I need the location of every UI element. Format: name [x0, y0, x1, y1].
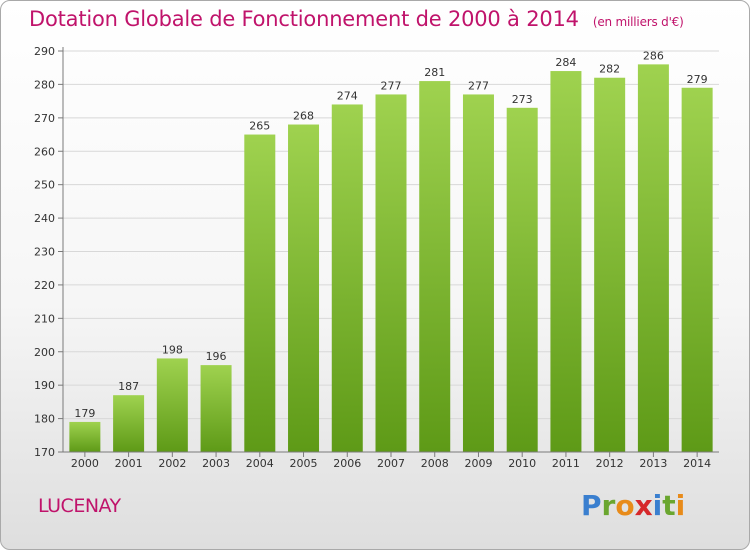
proxiti-logo: Proxiti	[581, 489, 685, 522]
x-tick-label: 2012	[596, 457, 624, 470]
y-tick-label: 230	[34, 246, 55, 259]
bar	[419, 81, 451, 452]
data-label: 277	[468, 79, 489, 92]
data-label: 179	[74, 407, 95, 420]
y-tick-label: 290	[34, 45, 55, 58]
bar	[331, 104, 363, 452]
x-tick-label: 2005	[290, 457, 318, 470]
y-tick-label: 190	[34, 379, 55, 392]
y-tick-label: 280	[34, 78, 55, 91]
x-tick-label: 2004	[246, 457, 274, 470]
x-tick-label: 2007	[377, 457, 405, 470]
bar	[113, 395, 145, 452]
data-label: 196	[206, 350, 227, 363]
data-label: 274	[337, 89, 358, 102]
bar	[681, 87, 713, 452]
bar	[200, 365, 232, 452]
x-tick-label: 2014	[683, 457, 711, 470]
bar	[462, 94, 494, 453]
data-label: 198	[162, 343, 183, 356]
data-label: 279	[687, 73, 708, 86]
y-tick-label: 240	[34, 212, 55, 225]
logo-letter: r	[601, 489, 616, 522]
chart-title-unit: (en milliers d'€)	[592, 15, 684, 29]
bar	[288, 124, 320, 453]
logo-letter: P	[581, 489, 602, 522]
logo-letter: i	[675, 489, 686, 522]
data-label: 187	[118, 380, 139, 393]
x-tick-label: 2006	[333, 457, 361, 470]
y-tick-label: 250	[34, 179, 55, 192]
bar	[156, 358, 188, 452]
y-tick-label: 210	[34, 312, 55, 325]
y-tick-label: 170	[34, 446, 55, 459]
bar	[506, 107, 538, 452]
y-tick-label: 220	[34, 279, 55, 292]
logo-letter: x	[634, 489, 653, 522]
bar	[69, 421, 101, 452]
data-label: 282	[599, 63, 620, 76]
logo-letter: i	[652, 489, 663, 522]
data-label: 281	[424, 66, 445, 79]
x-tick-label: 2009	[464, 457, 492, 470]
x-tick-label: 2003	[202, 457, 230, 470]
bar	[375, 94, 407, 453]
y-tick-label: 200	[34, 346, 55, 359]
bar	[550, 71, 582, 453]
x-tick-label: 2002	[158, 457, 186, 470]
x-tick-label: 2011	[552, 457, 580, 470]
bar	[594, 77, 626, 452]
data-label: 277	[381, 79, 402, 92]
chart-title: Dotation Globale de Fonctionnement de 20…	[29, 7, 684, 31]
y-tick-label: 180	[34, 413, 55, 426]
data-label: 265	[249, 120, 270, 133]
x-tick-label: 2013	[639, 457, 667, 470]
bar	[244, 134, 276, 452]
logo-letter: t	[662, 489, 676, 522]
x-tick-label: 2000	[71, 457, 99, 470]
x-tick-label: 2001	[115, 457, 143, 470]
data-label: 284	[555, 56, 576, 69]
data-label: 286	[643, 49, 664, 62]
chart-title-main: Dotation Globale de Fonctionnement de 20…	[29, 7, 579, 31]
x-tick-label: 2008	[421, 457, 449, 470]
y-tick-label: 260	[34, 145, 55, 158]
data-label: 273	[512, 93, 533, 106]
bar	[637, 64, 669, 452]
y-tick-label: 270	[34, 112, 55, 125]
x-tick-label: 2010	[508, 457, 536, 470]
city-name: LUCENAY	[38, 495, 121, 517]
data-label: 268	[293, 110, 314, 123]
logo-letter: o	[615, 489, 635, 522]
